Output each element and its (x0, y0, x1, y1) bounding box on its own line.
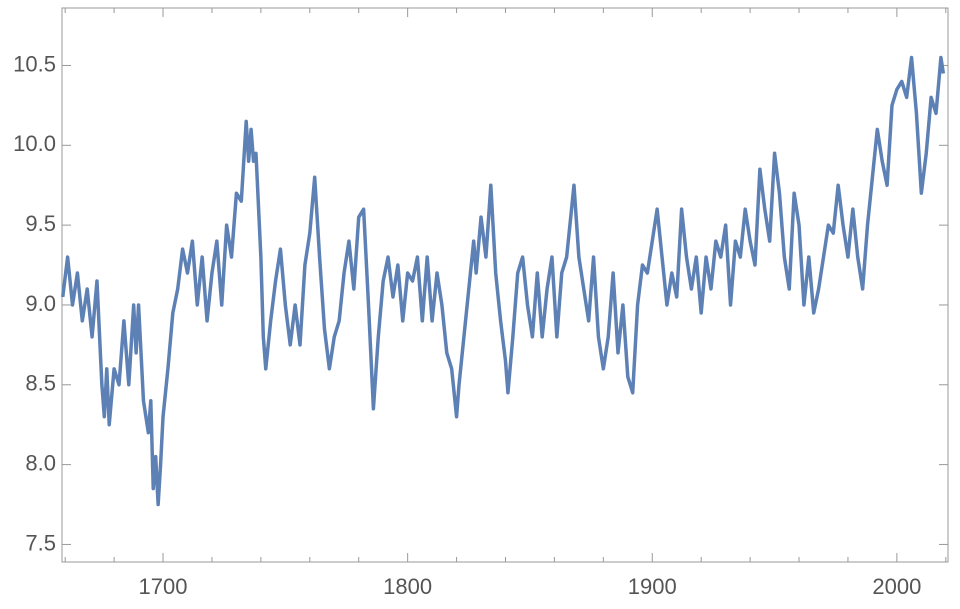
x-tick-label: 2000 (872, 574, 921, 599)
y-tick-label: 10.5 (13, 51, 56, 76)
y-tick-label: 9.0 (25, 291, 56, 316)
y-tick-label: 8.5 (25, 371, 56, 396)
y-tick-label: 10.0 (13, 131, 56, 156)
x-tick-label: 1800 (383, 574, 432, 599)
x-tick-label: 1700 (139, 574, 188, 599)
y-tick-label: 7.5 (25, 530, 56, 555)
line-series (60, 55, 946, 507)
y-tick-label: 8.0 (25, 450, 56, 475)
x-tick-label: 1900 (628, 574, 677, 599)
y-tick-label: 9.5 (25, 211, 56, 236)
